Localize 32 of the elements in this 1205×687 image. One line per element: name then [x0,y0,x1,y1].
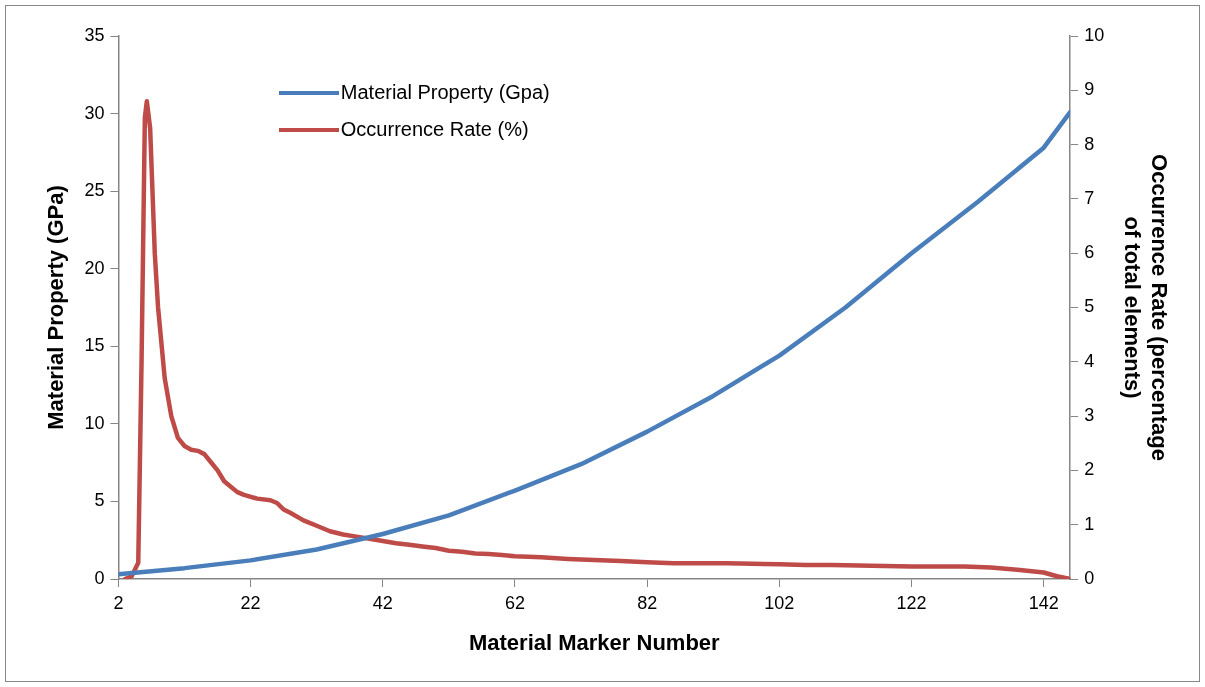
y-tick-label: 0 [94,567,105,588]
x-tick-label: 82 [637,592,658,613]
y2-tick-label: 2 [1084,459,1095,480]
x-tick-label: 42 [372,592,393,613]
x-axis-title: Material Marker Number [468,629,721,655]
y2-tick-label: 10 [1084,24,1105,45]
y2-tick-label: 6 [1084,242,1095,263]
x-tick-label: 142 [1028,592,1059,613]
y2-axis-title: Occurrence Rate (percentage of total elements) [1120,154,1172,461]
y2-tick-label: 4 [1084,350,1095,371]
y2-tick-label: 5 [1084,296,1095,317]
x-tick-label: 122 [896,592,927,613]
y-tick-label: 20 [84,257,105,278]
y2-tick-label: 7 [1084,187,1095,208]
y-axis-title: Material Property (GPa) [43,185,69,430]
x-tick-label: 22 [240,592,261,613]
y-tick-label: 15 [84,335,105,356]
y2-tick-label: 1 [1084,513,1095,534]
x-tick-label: 2 [113,592,124,613]
y2-tick-label: 0 [1084,567,1095,588]
y-tick-label: 25 [84,180,105,201]
y2-tick-label: 8 [1084,133,1095,154]
legend-label: Occurrence Rate (%) [340,118,529,141]
y-tick-label: 35 [84,24,105,45]
y-tick-label: 5 [94,490,105,511]
y-tick-label: 10 [84,412,105,433]
x-tick-label: 62 [504,592,525,613]
x-tick-label: 102 [764,592,795,613]
y2-tick-label: 9 [1084,79,1095,100]
y-tick-label: 30 [84,102,105,123]
y2-tick-label: 3 [1084,405,1095,426]
legend-label: Material Property (Gpa) [340,81,550,104]
